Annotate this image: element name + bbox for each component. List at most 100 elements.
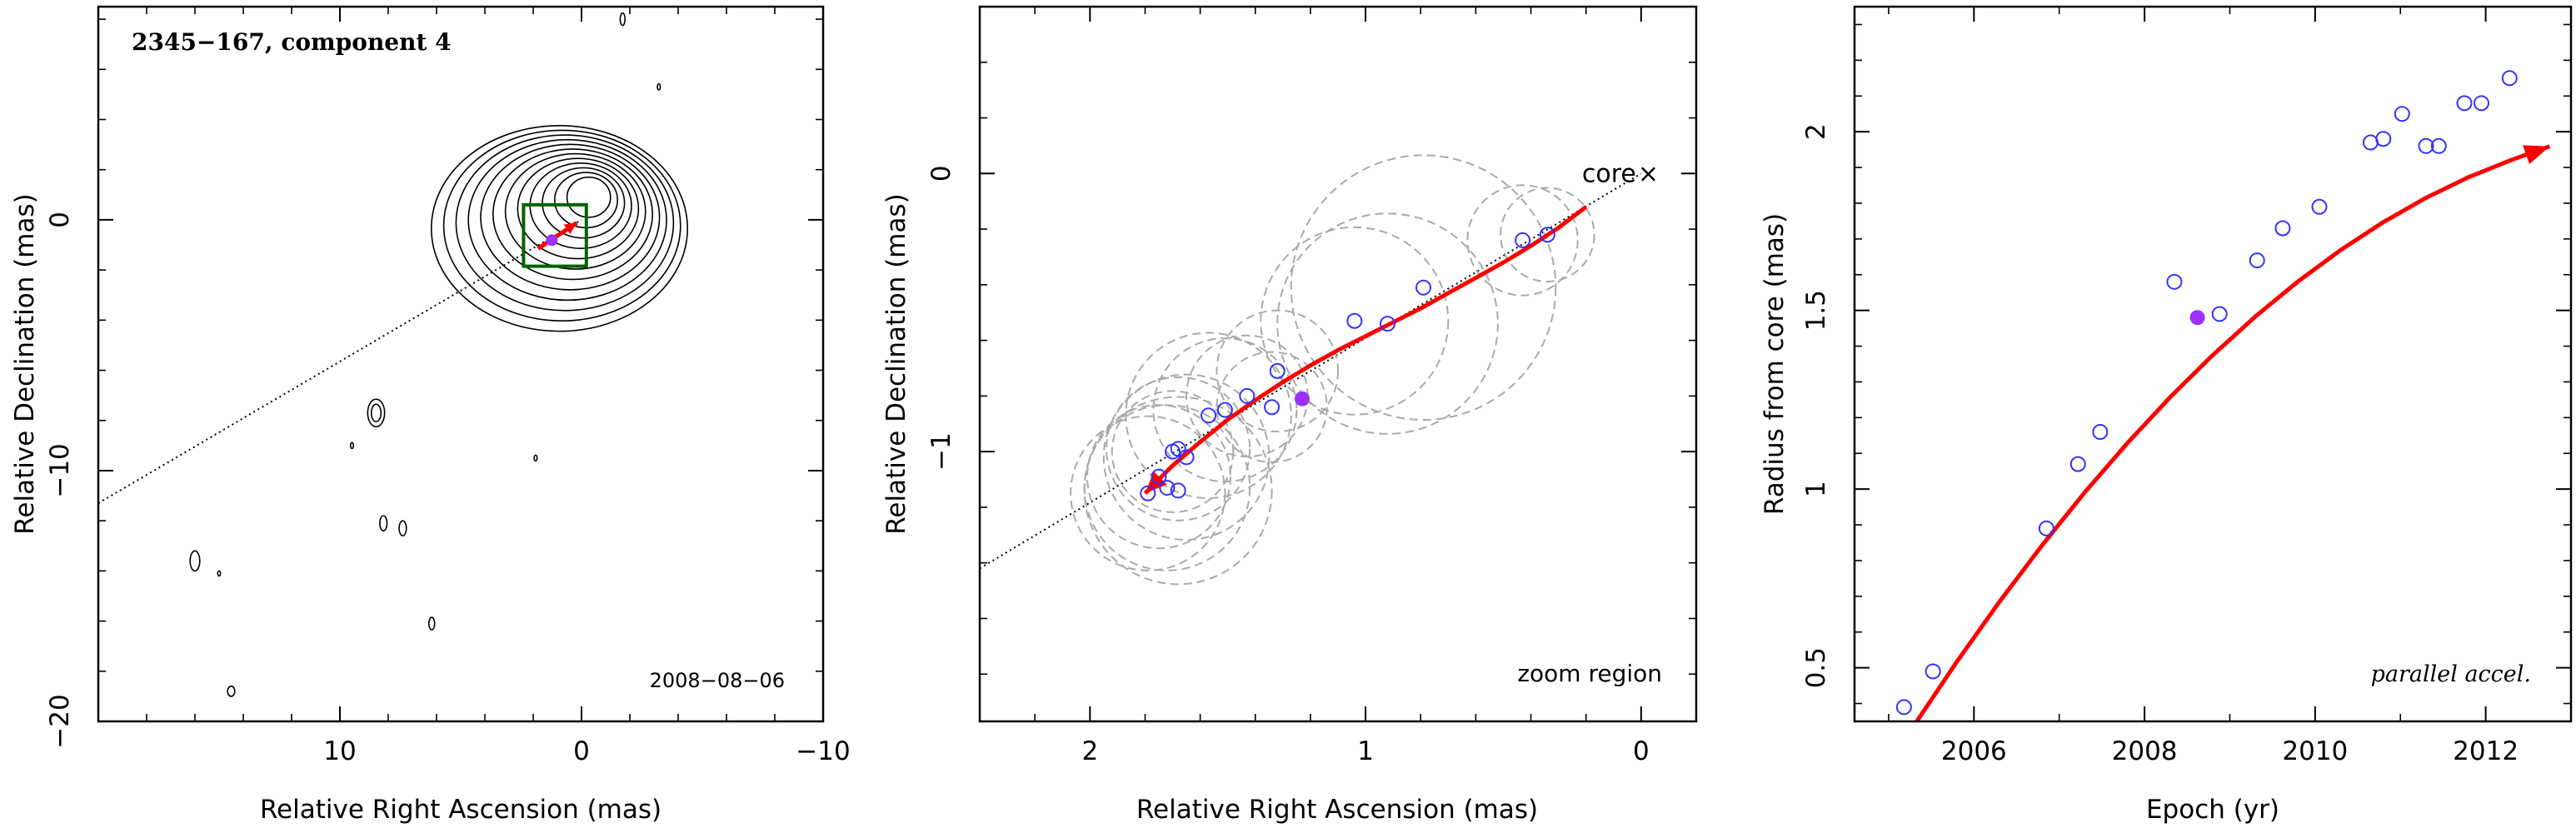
contour-line xyxy=(656,82,661,91)
radius-data-point xyxy=(2166,273,2183,290)
panel-1-ticks: 10 0 −10 0 −10 −20 xyxy=(45,7,851,766)
radius-data-point xyxy=(2430,137,2447,154)
error-circle xyxy=(1111,390,1235,513)
contour-line xyxy=(189,550,201,572)
panel-1-frame xyxy=(97,5,825,723)
epoch-position-point xyxy=(1159,480,1176,496)
y-tick-label: 2 xyxy=(1801,123,1831,140)
radius-data-point xyxy=(2211,306,2228,322)
panel-1-x-axis-label: Relative Right Ascension (mas) xyxy=(260,795,661,825)
error-circle xyxy=(1102,373,1271,541)
error-circle xyxy=(1260,226,1450,416)
epoch-position-point xyxy=(1178,449,1195,466)
contour-line xyxy=(492,148,653,281)
contour-line xyxy=(217,570,222,577)
x-tick-label: 0 xyxy=(573,736,590,766)
error-circle xyxy=(1216,351,1328,463)
panel-3-frame xyxy=(1853,5,2573,723)
epoch-position-point xyxy=(1515,232,1531,248)
y-tick-label: 1 xyxy=(1801,481,1831,497)
epoch-position-point xyxy=(1140,485,1156,501)
radius-data-point xyxy=(2274,220,2291,237)
error-circle xyxy=(1276,212,1499,435)
y-tick-label: 0 xyxy=(926,165,956,182)
panel-1-title: 2345−167, component 4 xyxy=(132,28,452,56)
epoch-position-point xyxy=(1201,407,1217,424)
contour-line xyxy=(619,12,626,27)
panel-3-radius-vs-epoch: 2006 2008 2010 2012 0.5 1 1.5 2 parallel accel.… xyxy=(1760,5,2573,825)
epoch-position-point xyxy=(1239,387,1256,404)
error-circle xyxy=(1083,396,1273,586)
epoch-position-point xyxy=(1415,279,1432,296)
contour-line xyxy=(430,124,688,332)
panel-1-plot-area xyxy=(98,12,688,697)
panel-2-frame xyxy=(978,5,1698,723)
radius-data-point xyxy=(2474,95,2489,112)
error-circle xyxy=(1466,184,1579,297)
radius-fit-arrow-head xyxy=(2523,145,2550,165)
panel-2-zoom-region: 2 1 0 0 −1 core × zoom region Relative Right… xyxy=(881,5,1698,825)
y-tick-label: 0.5 xyxy=(1801,647,1831,688)
contour-line xyxy=(467,138,667,302)
trajectory-fit-curve xyxy=(1143,205,1588,496)
core-marker: × xyxy=(1638,159,1659,188)
error-circle xyxy=(1290,154,1557,421)
y-tick-label: −10 xyxy=(45,443,75,497)
radius-data-point xyxy=(2394,106,2410,122)
x-tick-label: 1 xyxy=(1357,736,1374,766)
radius-data-point xyxy=(2375,131,2392,147)
contour-line xyxy=(370,403,382,423)
radius-data-point xyxy=(2501,70,2518,87)
contour-line xyxy=(349,441,355,450)
contour-line xyxy=(566,176,612,218)
contour-line xyxy=(480,143,661,291)
error-circle xyxy=(1500,187,1595,282)
contour-line xyxy=(427,616,436,631)
epoch-position-point xyxy=(1269,362,1286,379)
panel-3-plot-area xyxy=(1895,70,2551,721)
epoch-position-point xyxy=(1346,312,1363,329)
panel-3-ticks: 2006 2008 2010 2012 0.5 1 1.5 2 xyxy=(1801,7,2572,766)
jet-track-line xyxy=(98,219,582,504)
x-tick-label: 2012 xyxy=(2453,736,2519,766)
radius-data-point xyxy=(2038,520,2054,536)
zoom-region-box xyxy=(522,202,588,268)
panel-3-y-axis-label: Radius from core (mas) xyxy=(1760,213,1790,515)
x-tick-label: 2008 xyxy=(2112,736,2178,766)
radius-data-point xyxy=(2092,424,2109,441)
contour-line xyxy=(398,520,407,537)
panel-3-x-axis-label: Epoch (yr) xyxy=(2146,795,2279,825)
panel-2-plot-area xyxy=(980,154,1642,586)
y-tick-label: 1.5 xyxy=(1801,290,1831,331)
x-tick-label: −10 xyxy=(796,736,850,766)
radius-data-point xyxy=(2418,137,2434,154)
radius-data-point xyxy=(2311,198,2328,215)
x-tick-label: 2 xyxy=(1081,736,1098,766)
radius-data-point xyxy=(2456,95,2473,112)
epoch-position-point xyxy=(1264,399,1281,416)
panel-2-zoom-region-label: zoom region xyxy=(1517,660,1662,687)
component-position-point xyxy=(546,234,558,247)
epoch-position-point xyxy=(1170,482,1186,499)
error-circle xyxy=(1125,332,1292,499)
contour-line xyxy=(379,515,388,531)
x-tick-label: 0 xyxy=(1633,736,1650,766)
panel-2-x-axis-label: Relative Right Ascension (mas) xyxy=(1136,795,1538,825)
panel-2-y-axis-label: Relative Declination (mas) xyxy=(881,193,911,535)
contour-line xyxy=(227,686,236,697)
contour-line xyxy=(455,134,675,312)
y-tick-label: −1 xyxy=(926,432,956,471)
current-epoch-point xyxy=(2189,310,2205,326)
radius-data-point xyxy=(2249,252,2265,269)
radius-data-point xyxy=(1895,699,1912,716)
x-tick-label: 10 xyxy=(323,736,356,766)
epoch-position-point xyxy=(1216,402,1233,418)
error-circle xyxy=(1106,376,1251,521)
contour-line xyxy=(504,152,646,270)
radius-fit-curve xyxy=(1915,144,2551,721)
contour-line xyxy=(367,398,386,428)
radius-data-point xyxy=(2069,456,2086,472)
current-epoch-point xyxy=(1295,391,1310,407)
contour-line xyxy=(442,129,681,322)
